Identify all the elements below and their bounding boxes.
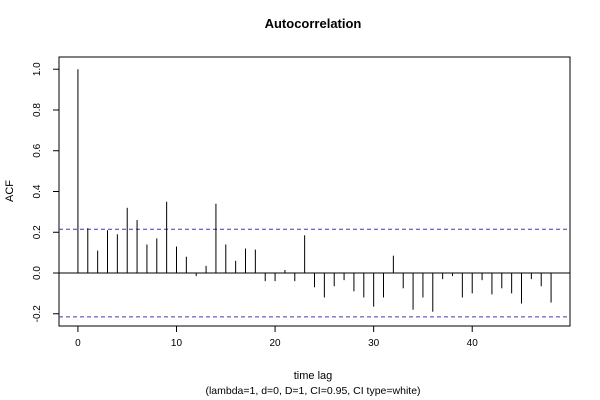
y-axis: -0.2 0.0 0.2 0.4 0.6 0.8 1.0 <box>32 62 60 323</box>
x-axis-title: time lag <box>294 370 333 382</box>
x-tick-label: 20 <box>270 338 282 349</box>
y-tick-label: 0.2 <box>32 225 43 239</box>
x-tick-label: 10 <box>171 338 183 349</box>
y-tick-label: -0.2 <box>32 305 43 323</box>
y-tick-label: 1.0 <box>32 62 43 76</box>
x-tick-label: 40 <box>467 338 479 349</box>
y-axis-title: ACF <box>4 180 16 202</box>
x-axis: 0 10 20 30 40 <box>75 325 479 349</box>
chart-title: Autocorrelation <box>265 16 362 31</box>
y-tick-label: 0.8 <box>32 103 43 117</box>
y-tick-label: 0.6 <box>32 143 43 157</box>
acf-bars <box>77 69 552 312</box>
y-tick-label: 0.4 <box>32 184 43 198</box>
x-tick-label: 0 <box>75 338 81 349</box>
chart-subtitle: (lambda=1, d=0, D=1, CI=0.95, CI type=wh… <box>205 385 420 397</box>
y-tick-label: 0.0 <box>32 266 43 280</box>
x-tick-label: 30 <box>368 338 380 349</box>
